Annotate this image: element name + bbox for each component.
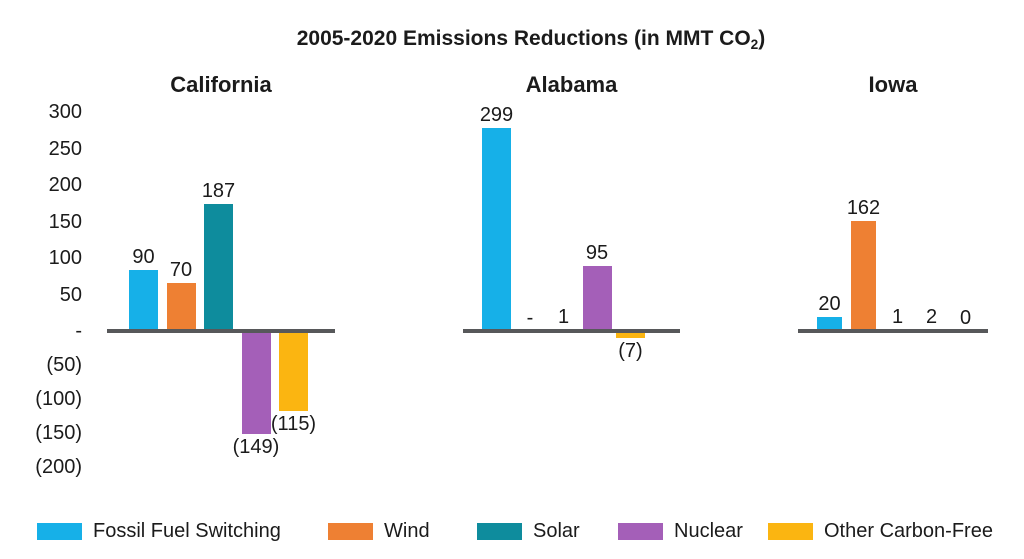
legend-swatch-nuclear <box>618 523 663 540</box>
value-label-iowa-other-carbon-free: 0 <box>959 307 972 329</box>
bar-iowa-wind <box>851 220 876 333</box>
legend-swatch-fossil-fuel-switching <box>37 523 82 540</box>
x-axis-line-iowa <box>798 329 988 333</box>
value-label-california-other-carbon-free: (115) <box>270 413 317 436</box>
bar-california-solar <box>204 203 233 333</box>
value-label-alabama-other-carbon-free: (7) <box>618 339 643 362</box>
value-label-iowa-fossil-fuel-switching: 20 <box>818 293 841 316</box>
value-label-iowa-nuclear: 2 <box>925 305 938 328</box>
legend-label-fossil-fuel-switching: Fossil Fuel Switching <box>93 520 281 542</box>
y-tick-50: 50 <box>59 283 82 306</box>
bar-california-nuclear <box>241 331 271 435</box>
value-label-alabama-fossil-fuel-switching: 299 <box>479 103 514 126</box>
bar-alabama-nuclear <box>582 266 612 333</box>
value-label-alabama-wind: - <box>526 307 534 329</box>
legend-swatch-wind <box>328 523 373 540</box>
x-axis-line-alabama <box>463 329 680 333</box>
bar-alabama-other-carbon-free <box>616 331 645 338</box>
y-tick-250: 250 <box>48 137 82 160</box>
y-tick-100: 100 <box>48 247 82 269</box>
value-label-california-fossil-fuel-switching: 90 <box>132 245 155 268</box>
legend-swatch-solar <box>477 523 522 540</box>
value-label-california-wind: 70 <box>169 259 193 282</box>
y-tick-50: (50) <box>46 354 82 376</box>
bar-alabama-fossil-fuel-switching <box>482 127 511 333</box>
legend-label-wind: Wind <box>384 520 430 542</box>
y-tick-: - <box>75 320 82 342</box>
bar-california-wind <box>166 283 196 333</box>
panel-title-alabama: Alabama <box>525 72 618 97</box>
legend-label-other-carbon-free: Other Carbon-Free <box>824 520 993 542</box>
legend-label-nuclear: Nuclear <box>674 520 743 542</box>
y-tick-150: 150 <box>48 210 82 233</box>
value-label-alabama-solar: 1 <box>557 306 570 329</box>
bar-california-other-carbon-free <box>279 331 308 412</box>
y-tick-200: (200) <box>35 456 82 478</box>
chart-title-suffix: ) <box>758 27 766 50</box>
value-label-california-nuclear: (149) <box>232 436 280 459</box>
chart-title-subscript: 2 <box>750 37 759 53</box>
y-tick-150: (150) <box>35 422 82 444</box>
legend-label-solar: Solar <box>533 520 580 542</box>
value-label-alabama-nuclear: 95 <box>585 242 609 265</box>
value-label-iowa-wind: 162 <box>846 196 881 219</box>
panel-title-california: California <box>170 72 272 97</box>
chart-title: 2005-2020 Emissions Reductions (in MMT C… <box>19 27 1024 52</box>
y-tick-300: 300 <box>48 101 82 123</box>
chart-title-main: 2005-2020 Emissions Reductions (in MMT C… <box>296 27 751 50</box>
panel-title-iowa: Iowa <box>868 72 918 97</box>
value-label-california-solar: 187 <box>201 179 236 202</box>
y-tick-200: 200 <box>48 174 82 196</box>
x-axis-line-california <box>107 329 335 333</box>
y-tick-100: (100) <box>35 388 82 410</box>
legend-swatch-other-carbon-free <box>768 523 813 540</box>
value-label-iowa-solar: 1 <box>891 306 904 329</box>
bar-california-fossil-fuel-switching <box>129 269 158 333</box>
